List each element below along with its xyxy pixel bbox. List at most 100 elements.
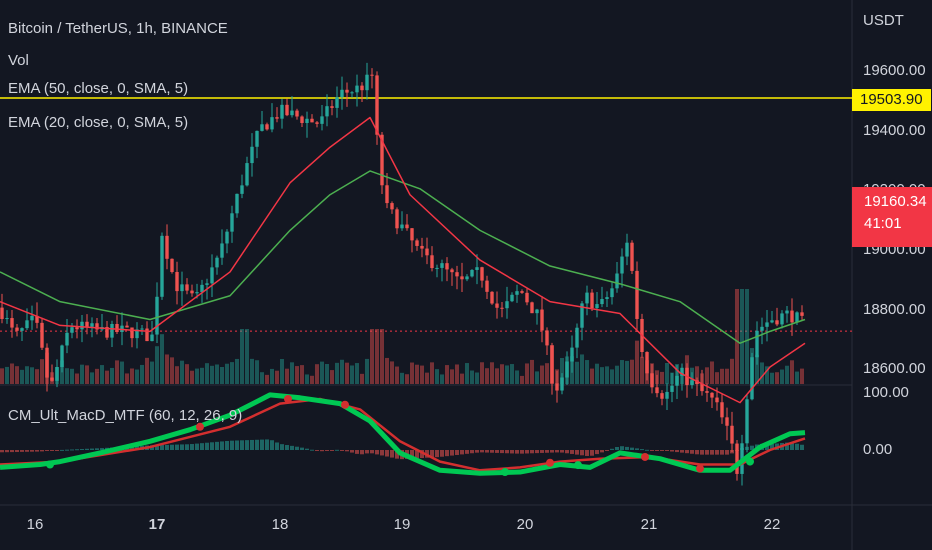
volume-bar (5, 366, 9, 384)
candle-body (750, 357, 754, 400)
volume-bar (250, 358, 254, 384)
macd-histogram-bar (40, 450, 44, 452)
macd-cross-dot (641, 452, 649, 461)
candle-body (115, 323, 119, 332)
candle-body (275, 117, 279, 119)
candle-body (415, 240, 419, 246)
hline-price-badge[interactable]: 19503.90 (852, 89, 931, 111)
volume-bar (410, 362, 414, 384)
candle-body (445, 263, 449, 270)
volume-bar (320, 361, 324, 384)
macd-cross-dot (746, 457, 754, 466)
macd-histogram-bar (325, 450, 329, 451)
volume-bar (125, 373, 129, 384)
candle-body (400, 224, 404, 229)
volume-bar (20, 369, 24, 384)
macd-histogram-bar (160, 445, 164, 450)
macd-histogram-bar (0, 450, 4, 453)
macd-histogram-bar (635, 448, 639, 450)
candle-body (30, 315, 34, 321)
candle-body (745, 399, 749, 444)
macd-cross-dot (501, 468, 509, 477)
volume-bar (530, 359, 534, 384)
macd-histogram-bar (230, 440, 234, 450)
candle-body (140, 328, 144, 330)
macd-legend[interactable]: CM_Ult_MacD_MTF (60, 12, 26, 9) (8, 407, 243, 424)
volume-bar (240, 329, 244, 384)
candle-body (450, 269, 454, 273)
macd-histogram-bar (155, 445, 159, 450)
candle-body (255, 130, 259, 147)
volume-bar (655, 370, 659, 384)
candle-body (535, 309, 539, 314)
macd-histogram-bar (285, 445, 289, 450)
ema20-legend[interactable]: EMA (20, close, 0, SMA, 5) (8, 114, 189, 131)
volume-bar (260, 372, 264, 384)
volume-bar (195, 368, 199, 384)
candle-body (550, 345, 554, 384)
macd-histogram-bar (620, 446, 624, 450)
volume-bar (55, 367, 59, 384)
candle-body (85, 321, 89, 327)
candle-body (125, 325, 129, 328)
candle-body (650, 373, 654, 388)
candle-body (440, 263, 444, 268)
macd-histogram-bar (10, 450, 14, 453)
candle-body (320, 116, 324, 124)
macd-histogram-bar (395, 450, 399, 459)
macd-histogram-bar (675, 450, 679, 453)
macd-tick: 0.00 (863, 441, 893, 458)
macd-cross-dot (196, 422, 204, 431)
macd-histogram-bar (320, 450, 324, 452)
candle-body (615, 273, 619, 289)
candle-body (60, 345, 64, 367)
candle-body (210, 267, 214, 284)
volume-bar (85, 365, 89, 384)
macd-histogram-bar (475, 450, 479, 453)
volume-bar (225, 363, 229, 384)
candle-body (435, 267, 439, 269)
volume-bar (585, 360, 589, 384)
volume-bar (435, 369, 439, 384)
last-price-badge[interactable]: 19160.34 41:01 (852, 187, 932, 247)
volume-legend[interactable]: Vol (8, 52, 29, 69)
candle-body (170, 258, 174, 272)
volume-bar (25, 366, 29, 384)
volume-bar (755, 354, 759, 384)
volume-bar (665, 362, 669, 384)
candle-body (315, 122, 319, 124)
candle-body (690, 380, 694, 386)
macd-histogram-bar (15, 450, 19, 452)
volume-bar (175, 366, 179, 384)
macd-histogram-bar (545, 450, 549, 453)
candle-body (280, 104, 284, 119)
ema50-legend[interactable]: EMA (50, close, 0, SMA, 5) (8, 80, 189, 97)
macd-histogram-bar (345, 450, 349, 452)
macd-histogram-bar (100, 448, 104, 450)
macd-histogram-bar (180, 444, 184, 450)
volume-bar (415, 364, 419, 384)
volume-bar (365, 358, 369, 384)
candle-body (630, 242, 634, 271)
volume-bar (545, 363, 549, 384)
volume-bar (500, 364, 504, 384)
volume-bar (575, 361, 579, 384)
candle-body (795, 312, 799, 323)
candle-body (340, 89, 344, 98)
candle-body (670, 385, 674, 392)
candle-body (585, 292, 589, 304)
candle-body (800, 312, 804, 316)
macd-histogram-bar (795, 443, 799, 450)
macd-histogram-bar (235, 440, 239, 450)
macd-histogram-bar (25, 450, 29, 452)
candle-body (160, 235, 164, 297)
volume-bar (485, 368, 489, 384)
macd-histogram-bar (420, 450, 424, 459)
candle-body (465, 276, 469, 280)
volume-bar (765, 366, 769, 384)
candle-body (620, 256, 624, 274)
macd-histogram-bar (290, 445, 294, 450)
volume-bar (370, 329, 374, 384)
volume-bar (445, 365, 449, 384)
